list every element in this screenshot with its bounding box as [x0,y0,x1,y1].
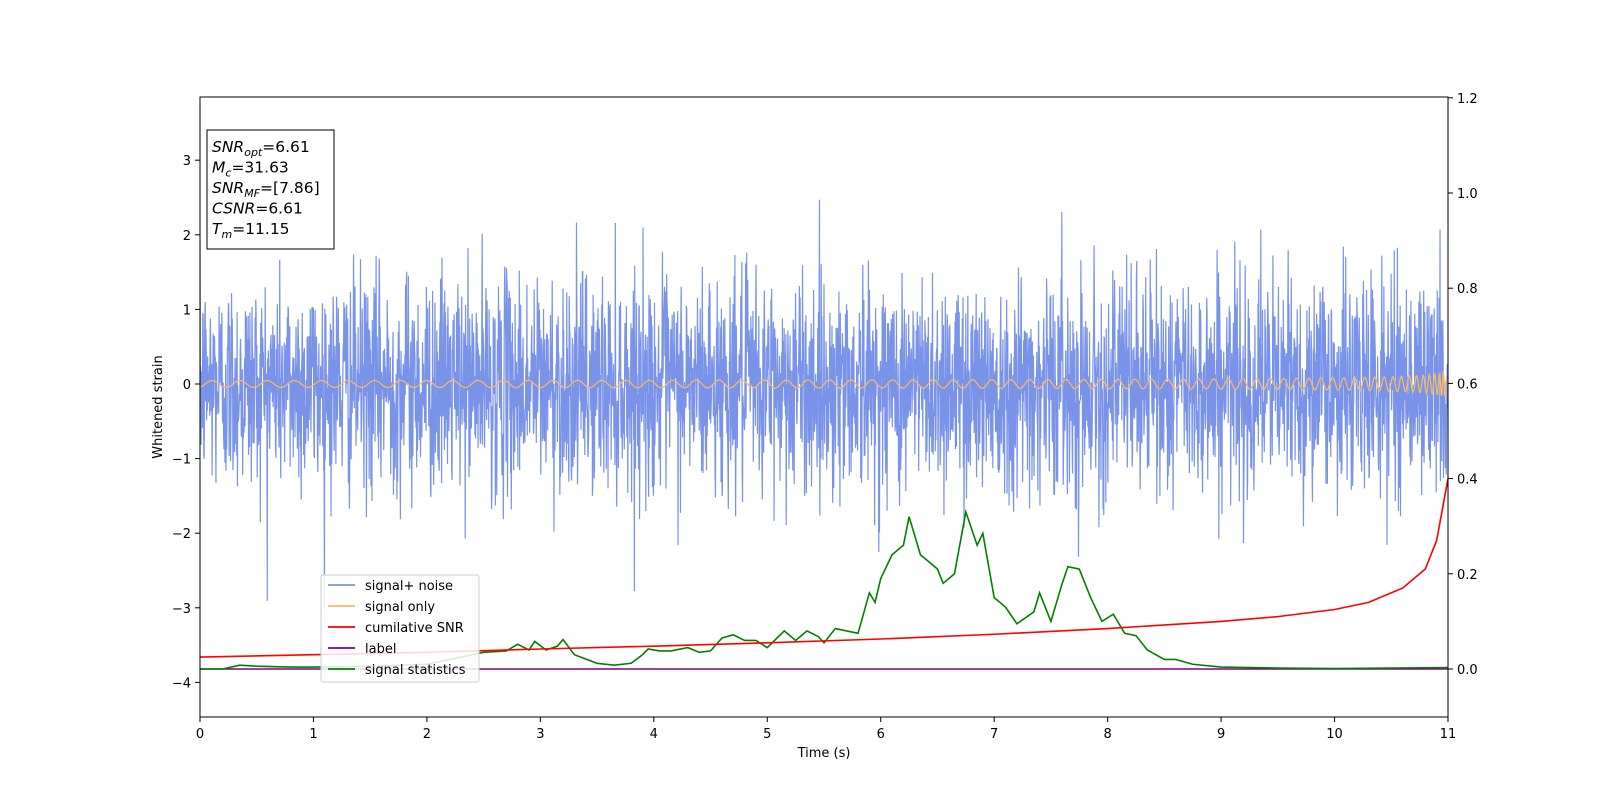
info-line: SNRMF=[7.86] [212,179,320,200]
legend-label: label [365,642,396,657]
y-right-tick-label: 1.2 [1457,92,1478,107]
y-right-tick-label: 0.0 [1457,663,1478,678]
x-tick-label: 0 [196,727,204,742]
y-right-tick-label: 0.6 [1457,377,1478,392]
y-left-tick-label: 3 [183,154,191,169]
series-cumilative-snr [200,478,1448,658]
x-axis-label: Time (s) [797,746,851,761]
y-axis-label: Whitened strain [151,355,166,458]
y-right-tick-label: 0.2 [1457,568,1478,583]
legend-label: signal only [365,600,435,615]
x-tick-label: 4 [650,727,658,742]
x-tick-label: 6 [877,727,885,742]
x-tick-label: 2 [423,727,431,742]
info-box-frame [206,129,335,250]
x-tick-label: 7 [990,727,998,742]
x-tick-label: 1 [309,727,317,742]
series-signal-plus-noise [200,199,1448,610]
series-signal-only [200,371,1448,397]
y-left-tick-label: 2 [183,229,191,244]
y-left-tick-label: −2 [172,527,191,542]
info-line: SNRopt=6.61 [212,138,310,159]
legend-label: signal statistics [365,663,466,678]
y-left-tick-label: −3 [172,602,191,617]
legend-label: cumilative SNR [365,621,464,636]
info-line: CSNR=6.61 [212,200,303,218]
y-right-tick-label: 0.4 [1457,473,1478,488]
y-left-tick-label: 0 [183,378,191,393]
y-axis-left: 3 2 1 0 −1 −2 −3 −4 [172,154,200,691]
y-axis-right: 1.2 1.0 0.8 0.6 0.4 0.2 0.0 [1448,92,1478,678]
x-tick-label: 9 [1217,727,1225,742]
x-tick-label: 3 [536,727,544,742]
x-tick-label: 8 [1103,727,1111,742]
legend-label: signal+ noise [365,579,453,594]
x-tick-label: 5 [763,727,771,742]
y-left-tick-label: −4 [172,676,191,691]
info-box: SNRopt=6.61Mc=31.63SNRMF=[7.86]CSNR=6.61… [206,129,335,250]
info-line: Tm=11.15 [212,220,290,241]
x-tick-label: 10 [1326,727,1343,742]
x-tick-label: 11 [1440,727,1457,742]
series-signal-statistics [200,508,1448,670]
y-left-tick-label: −1 [172,453,191,468]
info-line: Mc=31.63 [212,159,289,180]
plot-frame [199,96,1449,718]
y-right-tick-label: 1.0 [1457,187,1478,202]
legend-frame [320,574,480,683]
legend: signal+ noise signal only cumilative SNR la… [320,574,480,683]
x-axis: 0 1 2 3 4 5 6 7 8 9 10 11 [196,717,1456,742]
y-left-tick-label: 1 [183,303,191,318]
y-right-tick-label: 0.8 [1457,282,1478,297]
